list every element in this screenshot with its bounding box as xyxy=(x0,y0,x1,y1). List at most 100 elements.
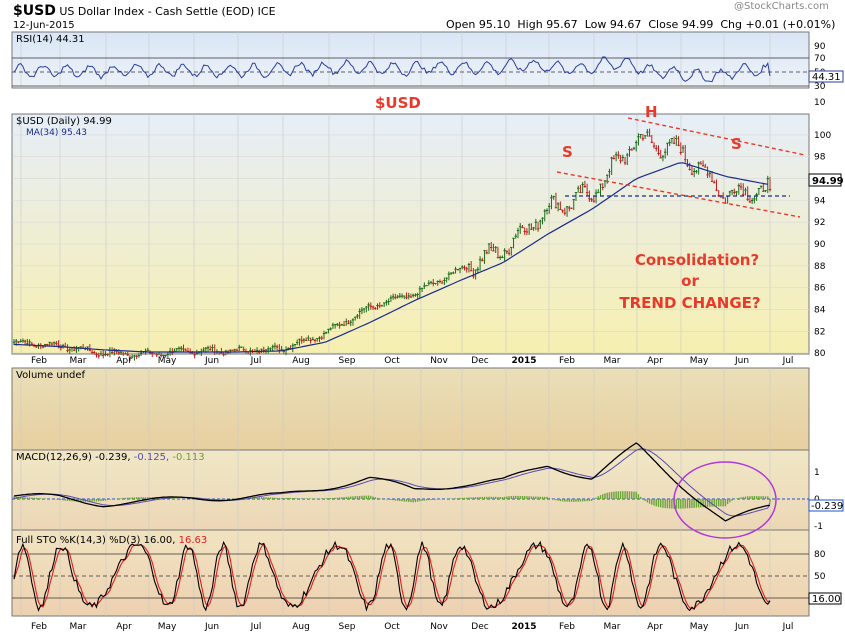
rsi-tick-label: 90 xyxy=(814,42,826,52)
close-label: Close xyxy=(648,18,679,31)
x-axis-bottom: Feb Mar Apr May Jun Jul Aug Sep Oct Nov Dec 2015 Feb… xyxy=(31,622,793,632)
macd-label: MACD(12,26,9) -0.239, -0.125, -0.113 xyxy=(16,452,205,463)
x-tick-label: May xyxy=(158,622,177,632)
stockcharts-watermark: @StockCharts.com xyxy=(734,1,829,12)
annotation-head: H xyxy=(645,103,658,121)
x-tick-label: Apr xyxy=(647,356,663,366)
upper-channel-line xyxy=(627,117,806,156)
x-tick-label: Mar xyxy=(70,356,87,366)
symbol: $USD xyxy=(13,3,56,19)
rsi-value-tag: 44.31 xyxy=(812,72,841,83)
x-tick-label: Mar xyxy=(604,356,621,366)
x-tick-label: Jun xyxy=(204,622,219,632)
pattern-lines xyxy=(556,117,806,218)
sto-value-tag: 16.00 xyxy=(812,594,841,605)
x-tick-label: Apr xyxy=(647,622,663,632)
macd-tick-label: -1 xyxy=(814,522,823,532)
rsi-panel xyxy=(11,31,810,89)
rsi-tick-label: 30 xyxy=(814,82,826,92)
x-tick-label: Jun xyxy=(734,356,749,366)
sto-value-tag-box xyxy=(808,592,842,605)
low-value: 94.67 xyxy=(609,18,642,31)
x-tick-label: May xyxy=(690,356,709,366)
open-value: 95.10 xyxy=(478,18,511,31)
x-tick-label: Apr xyxy=(116,356,132,366)
x-tick-label: Jun xyxy=(734,622,749,632)
x-tick-label: Mar xyxy=(604,622,621,632)
chart-date: 12-Jun-2015 xyxy=(13,20,75,31)
x-tick-label: Sep xyxy=(339,622,356,632)
macd-tick-label: 1 xyxy=(814,468,820,478)
macd-histogram xyxy=(13,491,771,509)
price-tick-label: 92 xyxy=(814,218,825,228)
macd-value-tag: -0.239 xyxy=(811,501,843,512)
price-value-tag-box xyxy=(808,173,842,187)
rsi-tick-label: 70 xyxy=(814,54,826,64)
x-tick-label: Apr xyxy=(116,622,132,632)
x-tick-label: 2015 xyxy=(511,622,536,632)
ma-label: MA(34) 95.43 xyxy=(26,128,87,138)
x-tick-label: Dec xyxy=(471,622,488,632)
x-tick-label: Sep xyxy=(339,356,356,366)
close-value: 94.99 xyxy=(681,18,714,31)
price-tick-label: 88 xyxy=(814,262,826,272)
price-tick-label: 100 xyxy=(814,131,831,141)
x-tick-label: Aug xyxy=(292,622,310,632)
annotation-question-1: Consolidation? xyxy=(635,251,759,269)
x-tick-label: Aug xyxy=(292,356,310,366)
rsi-tick-label: 10 xyxy=(814,98,826,108)
annotation-question-3: TREND CHANGE? xyxy=(619,294,760,312)
x-axis-price: Feb Mar Apr May Jun Jul Aug Sep Oct Nov Dec 2015 Feb… xyxy=(31,356,793,366)
open-label: Open xyxy=(446,18,476,31)
annotation-question-2: or xyxy=(681,272,699,290)
x-tick-label: Jul xyxy=(250,622,262,632)
annotation-right-shoulder: S xyxy=(731,135,742,153)
annotation-title: $USD xyxy=(375,94,421,112)
macd-highlight-circle xyxy=(673,461,777,539)
x-tick-label: Oct xyxy=(384,622,400,632)
x-tick-label: Nov xyxy=(430,622,448,632)
x-tick-label: May xyxy=(158,356,177,366)
annotation-left-shoulder: S xyxy=(562,143,573,161)
lower-channel-line xyxy=(556,171,801,218)
price-panel xyxy=(11,113,810,355)
price-axis: 10098969492908886848280 xyxy=(814,131,831,359)
x-tick-label: Dec xyxy=(471,356,488,366)
description: US Dollar Index - Cash Settle (EOD) xyxy=(59,5,255,18)
sto-tick-label: 80 xyxy=(814,550,826,560)
x-tick-label: Feb xyxy=(31,356,47,366)
x-tick-label: Nov xyxy=(430,356,448,366)
macd-value-tag-box xyxy=(808,499,844,512)
x-tick-label: Feb xyxy=(559,622,575,632)
macd-signal-line xyxy=(13,448,771,517)
x-tick-label: Jul xyxy=(250,356,262,366)
price-tick-label: 94 xyxy=(814,196,826,206)
price-tick-label: 98 xyxy=(814,153,826,163)
high-value: 95.67 xyxy=(546,18,578,31)
sto-tick-label: 50 xyxy=(814,572,826,582)
x-tick-label: Jul xyxy=(782,356,794,366)
price-value-tag: 94.99 xyxy=(812,176,844,187)
volume-panel xyxy=(11,367,810,451)
price-tick-label: 86 xyxy=(814,284,826,294)
rsi-label: RSI(14) 44.31 xyxy=(16,34,85,45)
x-tick-label: Jul xyxy=(782,622,794,632)
price-bars xyxy=(12,128,772,362)
ma34-line xyxy=(13,162,768,353)
volume-label: Volume undef xyxy=(16,370,86,381)
x-tick-label: Jun xyxy=(204,356,219,366)
x-tick-label: May xyxy=(690,622,709,632)
rsi-line xyxy=(13,56,771,83)
x-tick-label: 2015 xyxy=(511,356,536,366)
chg-value: +0.01 (+0.01%) xyxy=(745,18,836,31)
x-tick-label: Mar xyxy=(70,622,87,632)
rsi-levels xyxy=(12,57,809,87)
price-tick-label: 80 xyxy=(814,349,826,359)
sto-k-line xyxy=(13,540,771,612)
price-tick-label: 82 xyxy=(814,327,825,337)
low-label: Low xyxy=(584,18,607,31)
x-tick-label: Feb xyxy=(559,356,575,366)
quote-bar: Open 95.10 High 95.67 Low 94.67 Close 94… xyxy=(446,18,835,31)
price-tick-label: 84 xyxy=(814,305,826,315)
